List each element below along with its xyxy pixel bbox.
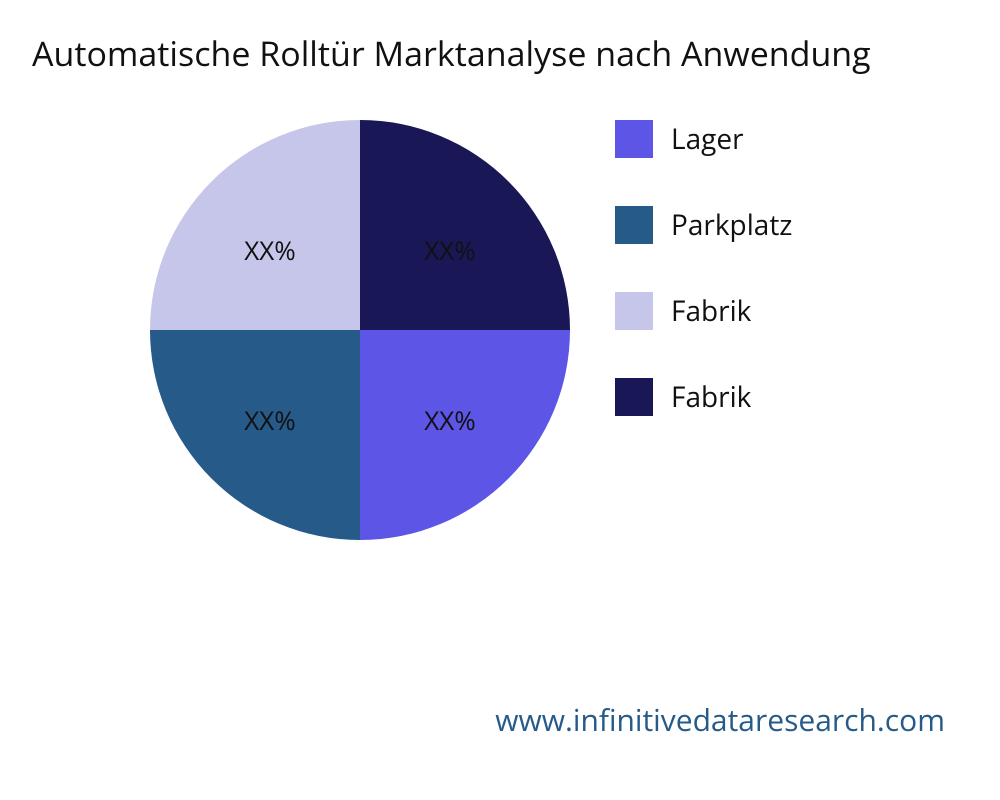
pie-slice-label: XX% bbox=[424, 232, 476, 268]
legend-item: Parkplatz bbox=[615, 206, 792, 244]
legend-swatch bbox=[615, 378, 653, 416]
legend-item: Fabrik bbox=[615, 378, 792, 416]
pie-slice-label: XX% bbox=[424, 402, 476, 438]
pie-slice-label: XX% bbox=[244, 402, 296, 438]
legend-swatch bbox=[615, 206, 653, 244]
legend: Lager Parkplatz Fabrik Fabrik bbox=[615, 120, 792, 416]
chart-title: Automatische Rolltür Marktanalyse nach A… bbox=[32, 30, 871, 76]
page-root: Automatische Rolltür Marktanalyse nach A… bbox=[0, 0, 1000, 800]
legend-item: Lager bbox=[615, 120, 792, 158]
legend-item: Fabrik bbox=[615, 292, 792, 330]
legend-label: Fabrik bbox=[671, 297, 751, 325]
legend-label: Fabrik bbox=[671, 383, 751, 411]
legend-swatch bbox=[615, 120, 653, 158]
footer-link[interactable]: www.infinitivedataresearch.com bbox=[495, 699, 945, 740]
pie-slice-label: XX% bbox=[244, 232, 296, 268]
legend-swatch bbox=[615, 292, 653, 330]
pie-circle bbox=[150, 120, 570, 540]
legend-label: Parkplatz bbox=[671, 211, 792, 239]
legend-label: Lager bbox=[671, 125, 744, 153]
pie-chart: XX% XX% XX% XX% bbox=[150, 120, 570, 540]
